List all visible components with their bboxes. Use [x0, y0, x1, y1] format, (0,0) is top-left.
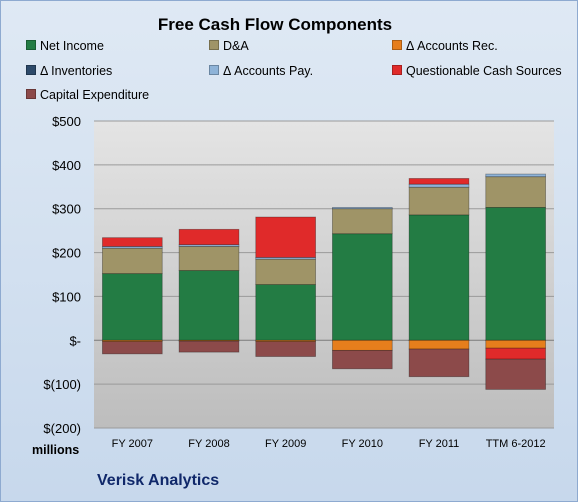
legend-label: Net Income [40, 39, 104, 53]
bar-segment [255, 339, 316, 343]
legend-item-capex: Capital Expenditure [26, 88, 149, 102]
legend-swatch [26, 40, 36, 50]
bar-segment [408, 348, 470, 378]
y-tick-label: $500 [52, 114, 81, 129]
x-tick-label: FY 2010 [342, 438, 383, 450]
bar-segment [255, 341, 316, 357]
legend-item-questionable-cash: Questionable Cash Sources [392, 64, 562, 78]
bar-segment [332, 206, 393, 210]
x-tick-label: FY 2008 [188, 438, 229, 450]
bar-segment [485, 358, 546, 390]
legend-label: Δ Inventories [40, 64, 113, 78]
y-tick-label: $(100) [43, 377, 81, 392]
bar-segment [408, 186, 470, 216]
legend-swatch [392, 65, 402, 75]
x-tick-label: FY 2007 [112, 438, 153, 450]
bar-segment [332, 208, 393, 235]
bar-segment [332, 349, 393, 370]
legend-swatch [209, 65, 219, 75]
legend-item-inventories: Δ Inventories [26, 64, 112, 78]
bar-segment [408, 183, 470, 188]
legend-label: Δ Accounts Rec. [406, 39, 498, 53]
legend-item-da: D&A [209, 39, 249, 53]
y-tick-label: $100 [52, 289, 81, 304]
bar-segment [102, 237, 163, 247]
bar-segment [178, 339, 240, 342]
y-unit-label: millions [32, 443, 80, 457]
legend-item-accounts-pay: Δ Accounts Pay. [209, 64, 313, 78]
x-tick-label: TTM 6-2012 [486, 438, 546, 450]
bar-segment [332, 233, 393, 341]
bar-segment [485, 347, 546, 360]
bar-segment [178, 246, 240, 271]
y-tick-label: $400 [52, 158, 81, 173]
bar-segment [102, 341, 163, 355]
bar-segment [485, 173, 546, 178]
bar-segment [408, 214, 470, 341]
chart-title: Free Cash Flow Components [157, 15, 393, 34]
legend-swatch [392, 40, 402, 50]
legend-label: Δ Accounts Pay. [223, 64, 314, 78]
y-tick-label: $(200) [43, 421, 81, 436]
legend-label: Capital Expenditure [40, 88, 150, 102]
bar-segment [408, 178, 470, 185]
y-tick-label: $300 [52, 202, 81, 217]
bar-segment [102, 247, 163, 275]
bar-segment [485, 339, 546, 349]
bar-segment [178, 228, 240, 246]
legend-item-accounts-rec: Δ Accounts Rec. [392, 39, 498, 53]
plot-background [94, 121, 554, 428]
x-tick-label: FY 2011 [419, 438, 460, 450]
bar-segment [102, 273, 163, 341]
bar-segment [255, 258, 316, 285]
y-tick-label: $- [69, 333, 81, 348]
x-tick-label: FY 2009 [265, 438, 306, 450]
legend-item-net-income: Net Income [26, 39, 104, 53]
bar-segment [485, 206, 546, 341]
legend-swatch [26, 89, 36, 99]
bar-segment [178, 270, 240, 341]
bar-segment [255, 284, 316, 341]
bar-segment [485, 176, 546, 208]
legend-label: D&A [223, 39, 249, 53]
company-name: Verisk Analytics [97, 472, 220, 489]
bar-segment [102, 339, 163, 343]
bar-segment [255, 216, 316, 258]
legend-swatch [209, 40, 219, 50]
plot-area: $(200) $(100) $- $100 $200 $300 $400 $500 FY 20… [43, 114, 554, 450]
y-tick-label: $200 [52, 246, 81, 261]
bar-segment [408, 339, 470, 350]
bar-segment [332, 339, 393, 351]
legend-swatch [26, 65, 36, 75]
bar-segment [178, 340, 240, 353]
legend-label: Questionable Cash Sources [406, 64, 562, 78]
